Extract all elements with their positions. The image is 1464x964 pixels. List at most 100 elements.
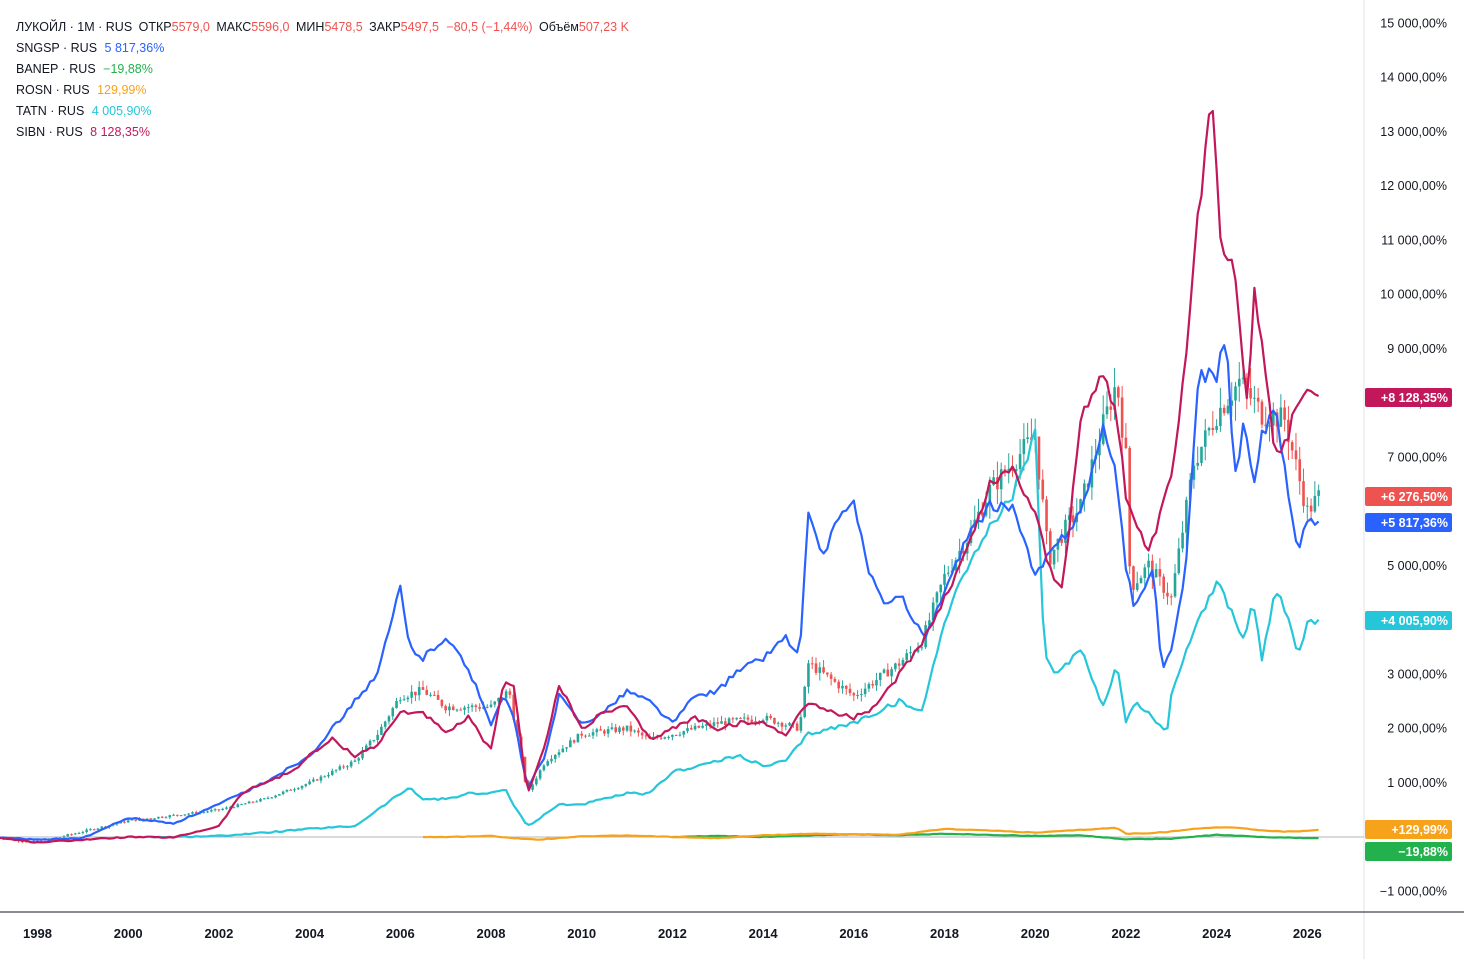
candle-body — [168, 815, 172, 818]
y-tick-label: 5 000,00% — [1387, 559, 1447, 573]
candle-body — [882, 669, 886, 673]
candle-body — [621, 727, 625, 731]
price-badge-label: +4 005,90% — [1381, 614, 1448, 628]
legend-row-sibn[interactable]: SIBN · RUS 8 128,35% — [16, 122, 629, 143]
price-badge-label: +5 817,36% — [1381, 516, 1448, 530]
candle-body — [754, 721, 757, 723]
candle-body — [739, 717, 742, 719]
candle-body — [448, 706, 451, 711]
candle-body — [62, 836, 66, 838]
x-tick-label: 2012 — [658, 926, 687, 941]
close-label: ЗАКР — [369, 20, 401, 34]
candle-body — [1302, 481, 1305, 507]
candle-body — [414, 691, 417, 696]
candle-body — [909, 652, 912, 654]
legend-value: 4 005,90% — [91, 104, 152, 118]
main-symbol[interactable]: ЛУКОЙЛ · 1М · RUS — [16, 20, 133, 34]
candle-body — [281, 791, 285, 795]
candle-body — [731, 718, 735, 720]
candle-body — [58, 837, 62, 839]
candle-body — [1226, 405, 1230, 414]
candle-body — [1287, 419, 1290, 443]
candle-body — [553, 754, 557, 759]
candle-body — [353, 760, 357, 762]
candle-body — [240, 804, 243, 806]
candle-body — [637, 730, 640, 733]
candle-body — [315, 779, 319, 781]
candle-body — [1306, 505, 1309, 507]
candle-body — [213, 809, 217, 811]
candle-body — [780, 722, 784, 727]
legend-row-sngsp[interactable]: SNGSP · RUS 5 817,36% — [16, 38, 629, 59]
high-label: МАКС — [216, 20, 252, 34]
candle-body — [372, 739, 376, 741]
candle-body — [266, 797, 270, 799]
candle-body — [999, 469, 1003, 490]
candle-body — [210, 810, 213, 812]
candle-body — [334, 769, 338, 771]
candle-body — [338, 766, 342, 770]
candle-body — [1249, 388, 1252, 399]
candle-body — [145, 818, 149, 820]
candle-body — [1207, 427, 1211, 431]
candle-body — [232, 807, 236, 809]
volume-value: 507,23 K — [578, 20, 629, 34]
candle-body — [270, 797, 274, 799]
candle-body — [689, 728, 693, 730]
candle-body — [803, 686, 806, 718]
candle-body — [206, 811, 209, 813]
legend-main-row[interactable]: ЛУКОЙЛ · 1М · RUS ОТКР5579,0 МАКС5596,0 … — [16, 17, 629, 38]
candle-body — [1147, 560, 1150, 568]
candle-body — [85, 829, 88, 833]
candle-body — [1196, 462, 1200, 466]
candle-body — [810, 663, 814, 665]
candle-body — [1294, 450, 1298, 460]
price-badge-label: +6 276,50% — [1381, 490, 1448, 504]
candle-body — [614, 727, 618, 732]
candle-body — [1071, 515, 1075, 523]
candle-body — [236, 804, 240, 808]
legend-row-rosn[interactable]: ROSN · RUS 129,99% — [16, 80, 629, 101]
candle-body — [1245, 377, 1249, 389]
x-tick-label: 2020 — [1021, 926, 1050, 941]
price-badge-label: +129,99% — [1391, 823, 1448, 837]
candle-body — [504, 691, 508, 699]
legend-value: −19,88% — [103, 62, 153, 76]
candle-body — [625, 725, 629, 731]
candle-body — [1271, 412, 1275, 426]
candle-body — [674, 734, 678, 736]
x-tick-label: 2002 — [204, 926, 233, 941]
candle-body — [746, 717, 750, 720]
candle-body — [176, 814, 179, 816]
candle-body — [142, 818, 145, 820]
candle-body — [251, 801, 255, 803]
candle-body — [1162, 576, 1165, 593]
candle-body — [1067, 515, 1071, 520]
candle-body — [667, 736, 670, 738]
candle-body — [946, 572, 950, 574]
candle-body — [1135, 583, 1139, 590]
candle-body — [361, 750, 364, 759]
candle-body — [712, 722, 716, 726]
candle-body — [172, 814, 175, 816]
candle-body — [531, 784, 534, 790]
price-badge — [1365, 842, 1452, 861]
legend-value: 8 128,35% — [90, 125, 150, 139]
candle-body — [187, 813, 190, 815]
price-badge-label: −19,88% — [1398, 845, 1448, 859]
candle-body — [1219, 407, 1222, 427]
candle-body — [179, 815, 183, 817]
candle-body — [1083, 483, 1086, 500]
candle-body — [191, 812, 194, 814]
legend-row-tatn[interactable]: TATN · RUS 4 005,90% — [16, 101, 629, 122]
legend-symbol: SNGSP · RUS — [16, 41, 98, 55]
candle-body — [920, 647, 924, 649]
candle-body — [856, 695, 859, 697]
candle-body — [814, 663, 818, 673]
legend-row-banep[interactable]: BANEP · RUS −19,88% — [16, 59, 629, 80]
candle-body — [262, 798, 266, 800]
change-value: −80,5 (−1,44%) — [446, 20, 533, 34]
candle-body — [1298, 459, 1302, 482]
